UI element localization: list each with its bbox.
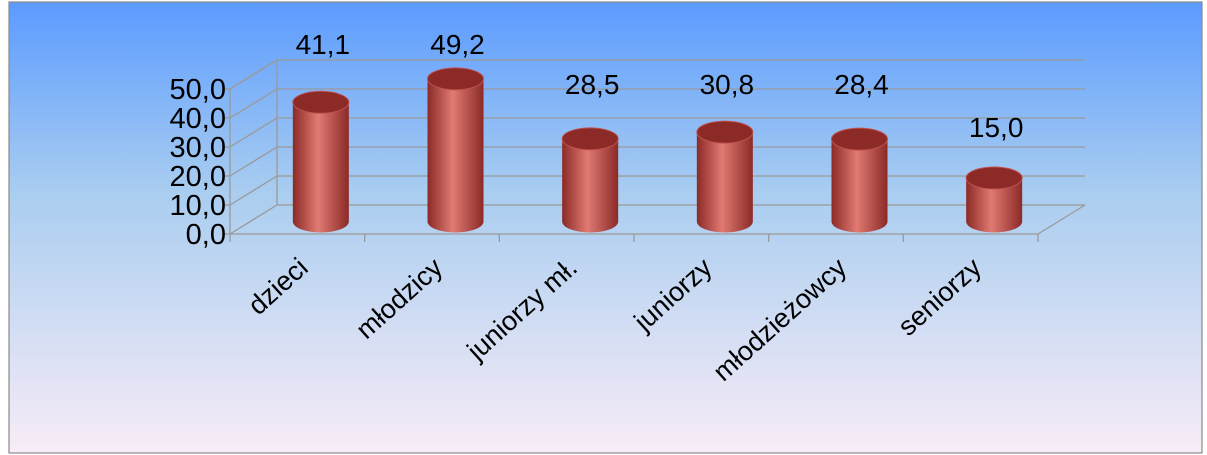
bar-juniorzy (696, 120, 754, 233)
y-tick-label: 20,0 (170, 161, 226, 193)
bar-body (966, 178, 1023, 233)
data-label: 28,4 (834, 69, 889, 100)
bar-top (561, 127, 619, 151)
data-label: 41,1 (296, 29, 351, 60)
bar-body (427, 78, 484, 233)
data-label: 28,5 (565, 69, 620, 100)
y-tick-label: 10,0 (170, 190, 226, 222)
bar-body (831, 139, 888, 233)
data-label: 30,8 (700, 69, 755, 100)
bar-seniorzy (965, 166, 1023, 233)
bar-body (562, 138, 619, 233)
bar-m-odzicy (427, 67, 484, 233)
bar-juniorzy-m- (561, 127, 619, 233)
y-tick-label: 50,0 (170, 74, 226, 106)
bar-top (292, 90, 350, 114)
bar-body (292, 102, 349, 233)
bar-dzieci (292, 90, 350, 233)
data-label: 49,2 (430, 29, 485, 60)
bar-top (965, 166, 1023, 190)
y-axis-wall (229, 58, 278, 234)
bar-top (427, 67, 484, 91)
bar-top (696, 120, 754, 144)
bar-top (831, 127, 888, 151)
y-tick-label: 40,0 (170, 103, 226, 135)
y-tick-label: 30,0 (170, 132, 226, 164)
y-tick-label: 0,0 (186, 219, 226, 251)
bar-body (696, 132, 753, 233)
data-label: 15,0 (969, 112, 1024, 143)
bar-m-odzie-owcy (831, 127, 888, 233)
